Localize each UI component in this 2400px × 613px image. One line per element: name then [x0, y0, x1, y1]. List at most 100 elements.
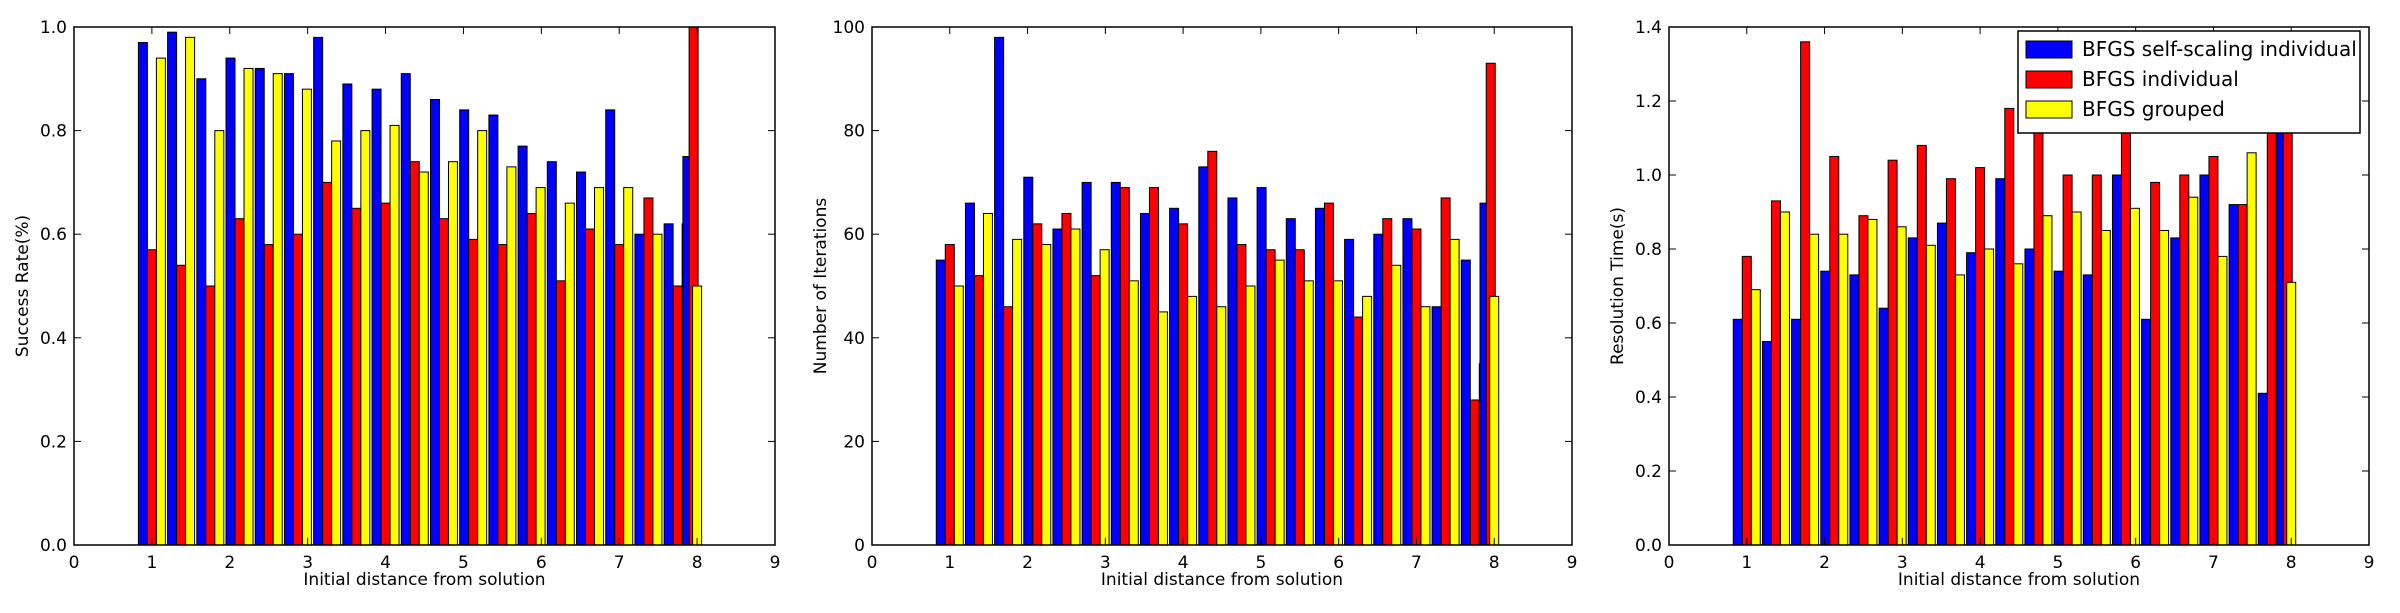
bar-bfgs-individual-3 — [1032, 223, 1043, 546]
bar-bfgs-grouped-7 — [360, 130, 371, 546]
x-tick-label: 7 — [2208, 553, 2219, 573]
bar-bfgs-individual-11 — [2062, 174, 2073, 546]
bar-bfgs-self-scaling-individual-12 — [2082, 274, 2093, 546]
bar-bfgs-individual-16 — [1411, 228, 1422, 546]
bar-bfgs-grouped-14 — [564, 202, 575, 546]
bar-bfgs-self-scaling-individual-18 — [663, 223, 674, 546]
bar-bfgs-grouped-15 — [594, 187, 605, 546]
y-axis-label: Resolution Time(s) — [1608, 207, 1628, 365]
bar-bfgs-self-scaling-individual-11 — [2053, 270, 2064, 546]
bar-bfgs-grouped-8 — [1984, 248, 1995, 546]
bar-bfgs-self-scaling-individual-10 — [2024, 248, 2035, 546]
bar-bfgs-individual-13 — [526, 212, 537, 546]
bar-bfgs-individual-17 — [2237, 204, 2248, 546]
bar-bfgs-self-scaling-individual-6 — [313, 36, 324, 546]
bar-bfgs-self-scaling-individual-18 — [1460, 259, 1471, 546]
y-tick-label: 1.0 — [40, 18, 67, 38]
bar-bfgs-grouped-3 — [1041, 244, 1052, 546]
bar-bfgs-grouped-13 — [1332, 280, 1343, 546]
legend-label-1: BFGS individual — [2082, 67, 2239, 91]
bar-bfgs-grouped-0 — [953, 285, 964, 546]
bar-bfgs-individual-4 — [1858, 215, 1869, 546]
bar-bfgs-individual-0 — [1741, 255, 1752, 546]
x-axis-label: Initial distance from solution — [303, 570, 545, 590]
bar-bfgs-individual-9 — [1207, 150, 1218, 546]
bar-bfgs-self-scaling-individual-10 — [429, 99, 440, 546]
bar-bfgs-grouped-12 — [2100, 230, 2111, 546]
bar-bfgs-individual-12 — [2091, 174, 2102, 546]
y-tick-label: 0.4 — [1635, 388, 1662, 408]
y-tick-label: 20 — [843, 432, 865, 452]
x-tick-label: 4 — [1975, 553, 1986, 573]
y-tick-label: 1.4 — [1635, 18, 1662, 38]
bar-bfgs-grouped-2 — [1809, 233, 1820, 546]
bar-bfgs-grouped-16 — [623, 187, 634, 546]
bar-bfgs-grouped-14 — [2159, 230, 2170, 546]
bar-bfgs-individual-15 — [585, 228, 596, 546]
bar-extra-2 — [1489, 295, 1500, 546]
bar-bfgs-self-scaling-individual-0 — [137, 42, 148, 546]
bar-bfgs-self-scaling-individual-14 — [546, 161, 557, 546]
bar-bfgs-self-scaling-individual-12 — [1285, 218, 1296, 546]
bar-bfgs-self-scaling-individual-8 — [1966, 252, 1977, 546]
legend-swatch-2 — [2025, 100, 2073, 119]
y-tick-label: 0.0 — [40, 536, 67, 556]
x-tick-label: 3 — [1100, 553, 1111, 573]
bar-bfgs-self-scaling-individual-1 — [964, 202, 975, 546]
x-tick-label: 5 — [2052, 553, 2063, 573]
bar-bfgs-self-scaling-individual-13 — [1314, 207, 1325, 546]
bar-bfgs-grouped-10 — [447, 161, 458, 546]
bar-bfgs-grouped-16 — [2217, 255, 2228, 546]
bar-bfgs-individual-12 — [1294, 249, 1305, 546]
bar-bfgs-grouped-6 — [331, 140, 342, 546]
bar-bfgs-self-scaling-individual-9 — [1995, 178, 2006, 546]
bar-bfgs-individual-17 — [643, 197, 654, 546]
bar-bfgs-individual-4 — [263, 244, 274, 546]
bar-bfgs-grouped-9 — [418, 171, 429, 546]
x-tick-label: 4 — [1178, 553, 1189, 573]
bar-bfgs-individual-18 — [1469, 399, 1480, 546]
x-tick-label: 7 — [614, 553, 625, 573]
bar-bfgs-individual-6 — [1119, 187, 1130, 546]
bar-bfgs-self-scaling-individual-9 — [1198, 166, 1209, 546]
bar-bfgs-individual-11 — [468, 238, 479, 546]
bar-bfgs-individual-0 — [146, 249, 157, 546]
bar-bfgs-self-scaling-individual-10 — [1227, 197, 1238, 546]
x-tick-label: 2 — [224, 553, 235, 573]
x-tick-label: 9 — [2364, 553, 2375, 573]
y-tick-label: 0.0 — [1635, 536, 1662, 556]
bar-bfgs-self-scaling-individual-16 — [1402, 218, 1413, 546]
bar-bfgs-self-scaling-individual-9 — [400, 73, 411, 546]
legend-label-0: BFGS self-scaling individual — [2082, 37, 2357, 61]
x-tick-label: 3 — [302, 553, 313, 573]
y-axis-label: Success Rate(%) — [13, 215, 33, 357]
bar-bfgs-grouped-15 — [1391, 264, 1402, 546]
bar-bfgs-self-scaling-individual-3 — [1820, 270, 1831, 546]
bar-bfgs-self-scaling-individual-1 — [1761, 341, 1772, 546]
bar-bfgs-individual-16 — [614, 244, 625, 546]
legend-box — [2017, 30, 2361, 134]
bar-bfgs-individual-10 — [1236, 244, 1247, 546]
bar-bfgs-self-scaling-individual-8 — [371, 88, 382, 546]
y-tick-label: 100 — [833, 18, 865, 38]
x-tick-label: 6 — [536, 553, 547, 573]
bar-bfgs-individual-7 — [1945, 178, 1956, 546]
bar-bfgs-self-scaling-individual-11 — [1256, 187, 1267, 546]
bar-bfgs-self-scaling-individual-13 — [2111, 174, 2122, 546]
bar-bfgs-individual-1 — [973, 275, 984, 546]
bar-bfgs-grouped-11 — [2071, 211, 2082, 546]
bar-bfgs-self-scaling-individual-5 — [1081, 181, 1092, 546]
bar-bfgs-individual-8 — [380, 202, 391, 546]
legend-swatch-0 — [2025, 40, 2073, 59]
bar-bfgs-self-scaling-individual-2 — [1791, 318, 1802, 546]
bar-bfgs-individual-11 — [1265, 249, 1276, 546]
x-tick-label: 6 — [1333, 553, 1344, 573]
bar-bfgs-individual-17 — [1440, 197, 1451, 546]
bar-bfgs-individual-13 — [2120, 100, 2131, 546]
bar-bfgs-self-scaling-individual-2 — [196, 78, 207, 546]
y-tick-label: 1.2 — [1635, 92, 1662, 112]
bar-bfgs-individual-9 — [2004, 107, 2015, 546]
bar-bfgs-grouped-5 — [301, 88, 312, 546]
bar-bfgs-grouped-10 — [1245, 285, 1256, 546]
bar-bfgs-grouped-16 — [1420, 306, 1431, 546]
